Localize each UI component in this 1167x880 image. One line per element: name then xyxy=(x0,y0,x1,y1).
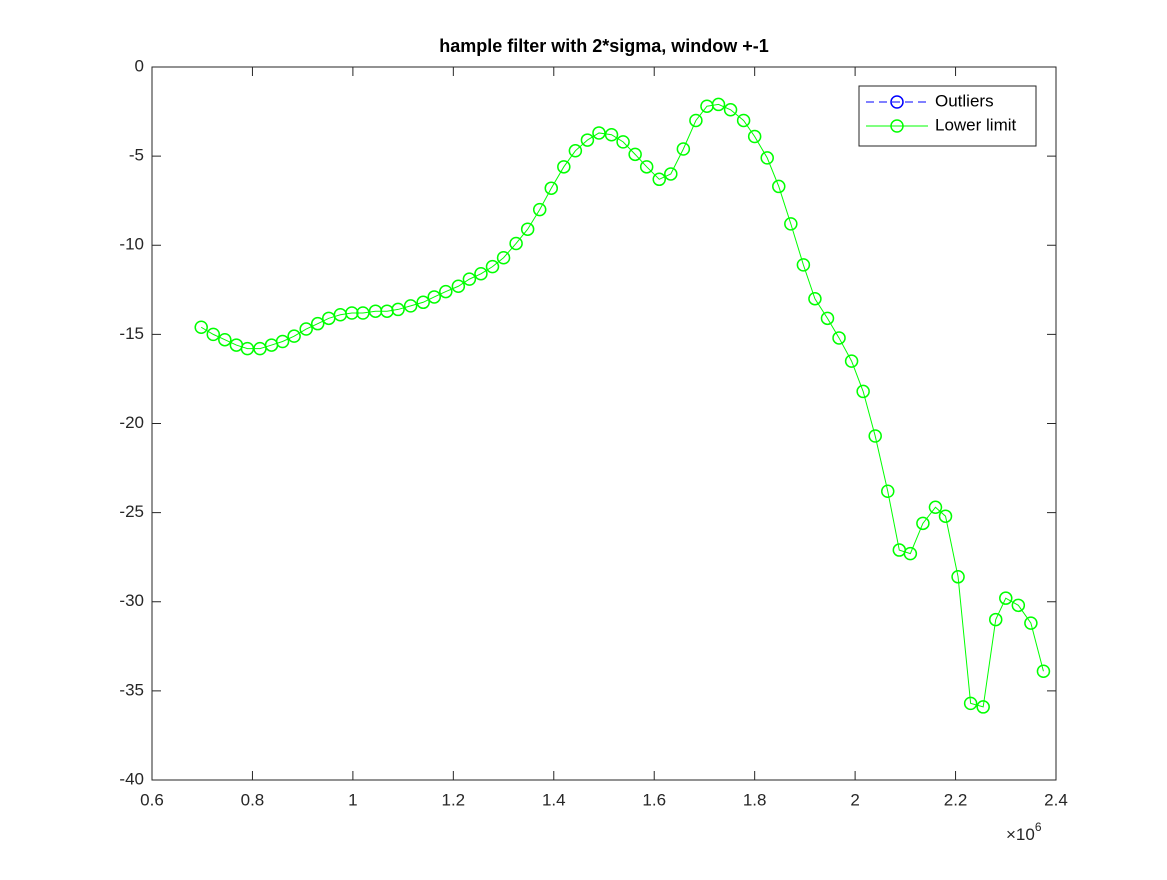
data-marker xyxy=(976,700,990,714)
y-tick-label: -10 xyxy=(119,235,144,254)
legend-label: Outliers xyxy=(935,91,994,110)
x-exponent-power: 6 xyxy=(1035,820,1042,834)
legend-marker xyxy=(890,119,904,133)
x-tick-label: 0.6 xyxy=(140,790,164,809)
data-marker xyxy=(275,334,290,349)
chart-title: hample filter with 2*sigma, window +-1 xyxy=(439,36,769,56)
data-marker xyxy=(856,384,870,399)
data-marker xyxy=(844,354,859,368)
data-marker xyxy=(676,142,691,156)
data-marker xyxy=(206,327,221,342)
data-marker xyxy=(427,290,441,304)
y-tick-label: -40 xyxy=(119,769,144,788)
data-marker xyxy=(664,167,678,181)
x-tick-label: 2.2 xyxy=(944,790,968,809)
x-exponent-base: ×10 xyxy=(1006,825,1035,844)
x-tick-label: 2.4 xyxy=(1044,790,1068,809)
data-marker xyxy=(568,144,583,158)
data-marker xyxy=(628,147,642,162)
data-marker xyxy=(557,160,571,174)
data-marker xyxy=(287,329,301,343)
data-marker xyxy=(1036,664,1051,679)
data-marker xyxy=(820,311,835,326)
data-marker xyxy=(999,591,1013,605)
data-marker xyxy=(903,546,918,561)
data-marker xyxy=(218,332,232,347)
data-marker xyxy=(544,181,559,195)
y-tick-label: -30 xyxy=(119,591,144,610)
data-marker xyxy=(736,113,751,128)
data-marker xyxy=(916,516,930,531)
data-marker xyxy=(711,97,726,112)
data-marker xyxy=(391,302,405,317)
data-marker xyxy=(784,217,798,231)
data-marker xyxy=(652,172,666,187)
x-tick-label: 1.6 xyxy=(642,790,666,809)
data-marker xyxy=(928,500,943,515)
data-marker xyxy=(808,291,822,306)
data-marker xyxy=(439,284,453,299)
x-tick-label: 1.4 xyxy=(542,790,566,809)
data-marker xyxy=(832,331,846,345)
data-marker xyxy=(938,509,953,523)
y-tick-label: -20 xyxy=(119,413,144,432)
data-marker xyxy=(604,127,619,142)
x-exponent: ×106 xyxy=(1006,820,1042,844)
data-marker xyxy=(520,222,535,236)
data-marker xyxy=(194,320,208,334)
x-tick-label: 1.2 xyxy=(442,790,466,809)
data-marker xyxy=(532,202,547,217)
data-marker xyxy=(747,129,762,144)
series-line xyxy=(200,103,1044,708)
data-marker xyxy=(868,429,882,443)
x-tick-label: 0.8 xyxy=(241,790,265,809)
data-marker xyxy=(356,306,370,320)
data-marker xyxy=(345,306,359,320)
data-marker xyxy=(1024,616,1038,630)
data-marker xyxy=(592,126,606,140)
data-marker xyxy=(474,267,488,281)
legend-box xyxy=(858,85,1037,147)
data-marker xyxy=(723,103,738,117)
data-marker xyxy=(772,179,786,194)
data-marker xyxy=(760,151,774,165)
data-marker xyxy=(403,299,418,313)
data-marker xyxy=(689,113,703,128)
data-marker xyxy=(963,696,978,711)
data-marker xyxy=(416,295,430,310)
data-marker xyxy=(1011,598,1026,613)
data-marker xyxy=(310,316,325,331)
x-tick-label: 1 xyxy=(348,790,357,809)
y-tick-label: -35 xyxy=(119,680,144,699)
legend-marker xyxy=(890,95,904,109)
x-tick-label: 1.8 xyxy=(743,790,767,809)
y-tick-label: -15 xyxy=(119,324,144,343)
data-marker xyxy=(616,135,630,149)
data-marker xyxy=(462,272,477,286)
data-marker xyxy=(451,279,466,293)
data-marker xyxy=(951,570,965,584)
data-marker xyxy=(639,160,654,174)
y-tick-label: -5 xyxy=(129,146,144,165)
x-tick-label: 2 xyxy=(850,790,859,809)
data-marker xyxy=(485,259,500,274)
data-marker xyxy=(988,612,1003,627)
data-marker xyxy=(796,258,811,272)
data-marker xyxy=(509,236,523,251)
data-marker xyxy=(496,250,511,265)
data-marker xyxy=(580,133,595,147)
y-tick-label: -25 xyxy=(119,502,144,521)
data-marker xyxy=(299,322,313,336)
legend-label: Lower limit xyxy=(935,115,1017,134)
data-marker xyxy=(881,484,895,498)
y-tick-label: 0 xyxy=(135,56,144,75)
